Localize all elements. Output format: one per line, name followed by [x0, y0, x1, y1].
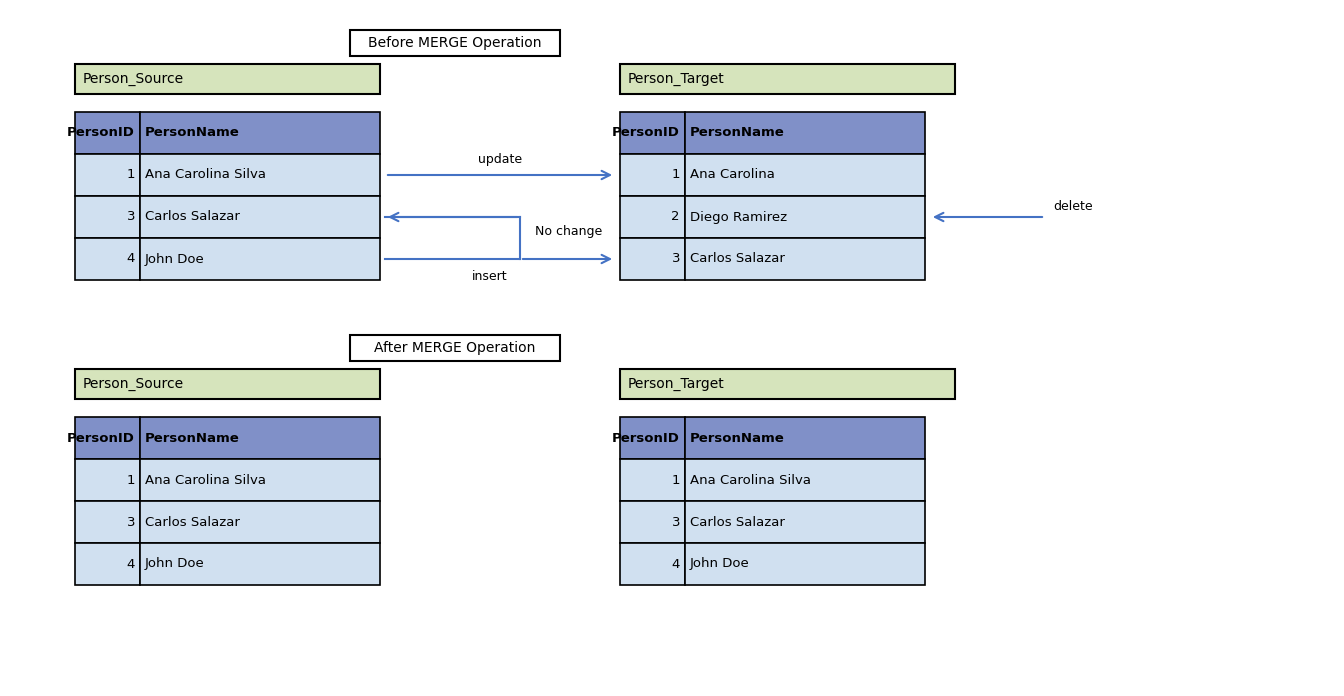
- Text: Before MERGE Operation: Before MERGE Operation: [368, 36, 542, 50]
- Text: No change: No change: [535, 225, 602, 237]
- Text: After MERGE Operation: After MERGE Operation: [375, 341, 536, 355]
- Bar: [140, 543, 380, 585]
- Text: Carlos Salazar: Carlos Salazar: [689, 516, 785, 528]
- Bar: [685, 154, 925, 196]
- Text: 1: 1: [126, 168, 134, 182]
- Text: 4: 4: [672, 557, 680, 571]
- Bar: [685, 196, 925, 238]
- Text: 3: 3: [126, 516, 134, 528]
- Bar: [620, 196, 685, 238]
- Bar: [620, 154, 685, 196]
- Bar: [685, 417, 925, 459]
- Text: update: update: [478, 152, 521, 166]
- Bar: [75, 154, 140, 196]
- Bar: [75, 501, 140, 543]
- Text: 2: 2: [672, 210, 680, 223]
- Bar: [140, 238, 380, 280]
- Bar: [685, 112, 925, 154]
- Bar: [620, 64, 956, 94]
- Text: PersonID: PersonID: [67, 127, 134, 139]
- Text: PersonName: PersonName: [689, 432, 785, 445]
- Text: 3: 3: [672, 253, 680, 265]
- Text: Ana Carolina Silva: Ana Carolina Silva: [145, 473, 266, 487]
- Bar: [620, 112, 685, 154]
- Text: 1: 1: [126, 473, 134, 487]
- Bar: [685, 501, 925, 543]
- Text: Ana Carolina: Ana Carolina: [689, 168, 775, 182]
- Text: John Doe: John Doe: [145, 253, 204, 265]
- Text: 3: 3: [126, 210, 134, 223]
- Bar: [75, 112, 140, 154]
- Bar: [140, 112, 380, 154]
- Bar: [685, 459, 925, 501]
- Text: PersonID: PersonID: [612, 127, 680, 139]
- Bar: [140, 154, 380, 196]
- Bar: [75, 196, 140, 238]
- Bar: [140, 459, 380, 501]
- Bar: [75, 417, 140, 459]
- Text: Carlos Salazar: Carlos Salazar: [689, 253, 785, 265]
- Text: Diego Ramirez: Diego Ramirez: [689, 210, 788, 223]
- Text: Person_Target: Person_Target: [628, 72, 724, 86]
- Text: 4: 4: [126, 557, 134, 571]
- Bar: [75, 459, 140, 501]
- Text: Carlos Salazar: Carlos Salazar: [145, 210, 239, 223]
- Text: delete: delete: [1052, 200, 1093, 214]
- Text: Ana Carolina Silva: Ana Carolina Silva: [689, 473, 810, 487]
- Text: John Doe: John Doe: [689, 557, 750, 571]
- Bar: [620, 417, 685, 459]
- Bar: [349, 30, 560, 56]
- Bar: [620, 238, 685, 280]
- Text: insert: insert: [472, 271, 508, 283]
- Text: 1: 1: [672, 473, 680, 487]
- Bar: [140, 196, 380, 238]
- Bar: [75, 369, 380, 399]
- Text: Ana Carolina Silva: Ana Carolina Silva: [145, 168, 266, 182]
- Text: 3: 3: [672, 516, 680, 528]
- Text: Carlos Salazar: Carlos Salazar: [145, 516, 239, 528]
- Text: Person_Target: Person_Target: [628, 377, 724, 391]
- Text: PersonID: PersonID: [612, 432, 680, 445]
- Text: Person_Source: Person_Source: [83, 377, 184, 391]
- Bar: [620, 501, 685, 543]
- Text: PersonName: PersonName: [145, 432, 239, 445]
- Bar: [75, 543, 140, 585]
- Bar: [685, 543, 925, 585]
- Bar: [620, 543, 685, 585]
- Text: John Doe: John Doe: [145, 557, 204, 571]
- Bar: [140, 501, 380, 543]
- Text: 1: 1: [672, 168, 680, 182]
- Text: 4: 4: [126, 253, 134, 265]
- Text: Person_Source: Person_Source: [83, 72, 184, 86]
- Text: PersonName: PersonName: [145, 127, 239, 139]
- Bar: [140, 417, 380, 459]
- Bar: [75, 64, 380, 94]
- Text: PersonName: PersonName: [689, 127, 785, 139]
- Bar: [349, 335, 560, 361]
- Bar: [620, 459, 685, 501]
- Text: PersonID: PersonID: [67, 432, 134, 445]
- Bar: [685, 238, 925, 280]
- Bar: [620, 369, 956, 399]
- Bar: [75, 238, 140, 280]
